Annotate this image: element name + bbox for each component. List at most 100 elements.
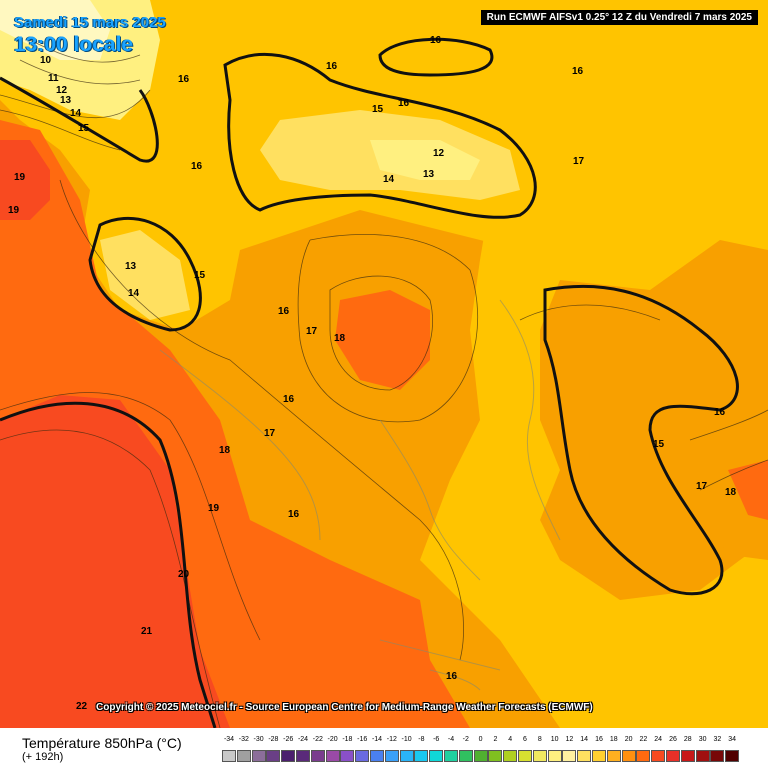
contour-label: 15 (78, 123, 90, 134)
legend-color-swatch (562, 750, 577, 762)
contour-label: 18 (725, 487, 737, 498)
legend-color-swatch (651, 750, 666, 762)
legend-color-swatch (577, 750, 592, 762)
legend-tick-label: 0 (478, 736, 483, 743)
legend-color-swatch (310, 750, 325, 762)
contour-label: 16 (398, 98, 410, 109)
forecast-date: Samedi 15 mars 2025 (14, 14, 166, 31)
contour-label: 16 (288, 509, 300, 520)
legend-tick-label: -30 (253, 736, 264, 743)
central-cold-core (370, 140, 480, 180)
nw-coldest-core (0, 0, 110, 60)
legend-color-swatch (592, 750, 606, 762)
legend-tick-label: -22 (312, 736, 323, 743)
contour-label: 16 (446, 671, 458, 682)
legend-color-swatch (606, 750, 621, 762)
legend-color-swatch (488, 750, 503, 762)
legend-color-swatch (725, 750, 740, 762)
legend-color-swatch (503, 750, 518, 762)
legend-tick-label: 8 (537, 736, 542, 743)
forecast-lead-time: (+ 192h) (22, 751, 64, 763)
legend-color-swatch (444, 750, 458, 762)
legend-tick-label: -4 (447, 736, 455, 743)
contour-label: 17 (573, 156, 585, 167)
legend-color-swatch (429, 750, 444, 762)
legend-tick-label: 10 (550, 736, 559, 743)
legend-tick-label: 26 (669, 736, 677, 743)
legend-tick-label: 12 (565, 736, 574, 743)
thick-contours (0, 37, 739, 728)
legend-tick-label: 34 (728, 736, 737, 743)
legend-color-swatch (458, 750, 473, 762)
legend-color-swatch (414, 750, 429, 762)
contour-label: 11 (48, 73, 59, 84)
legend-tick-label: -6 (433, 736, 440, 743)
contour-label: 20 (178, 569, 190, 580)
legend-tick-label: 32 (713, 736, 722, 743)
contour-label: 15 (194, 270, 206, 281)
contour-label: 16 (191, 161, 203, 172)
contour-label: 14 (383, 174, 395, 185)
legend-tick-label: -10 (401, 736, 412, 743)
legend-color-swatch (355, 750, 370, 762)
legend-tick-label: -26 (283, 736, 294, 743)
contour-label: 13 (125, 261, 137, 272)
legend-tick-label: -28 (268, 736, 279, 743)
legend-color-swatch (236, 750, 251, 762)
legend-tick-label: 28 (683, 736, 692, 743)
legend-tick-label: 20 (624, 736, 633, 743)
east-warm-core (728, 460, 768, 520)
contour-label: 19 (14, 172, 26, 183)
legend-tick-label: -8 (418, 736, 425, 743)
contour-label: 19 (208, 503, 220, 514)
copyright-notice: Copyright © 2025 Meteociel.fr - Source E… (96, 702, 593, 713)
legend-color-swatch (222, 750, 236, 762)
contour-label: 17 (696, 481, 708, 492)
contour-label: 16 (178, 74, 190, 85)
legend-tick-label: -34 (223, 736, 235, 743)
legend-tick-label: 4 (508, 736, 513, 743)
contour-label: 17 (306, 326, 318, 337)
temperature-color-scale: -34 -32 -30 -28 -26 -24 -22 -20 -18 -16 -14 -12 -10-… (222, 736, 746, 764)
legend-color-swatch (296, 750, 310, 762)
legend-color-swatch (281, 750, 296, 762)
contour-label: 16 (430, 35, 442, 46)
legend-color-swatch (370, 750, 384, 762)
contour-label: 12 (56, 85, 68, 96)
contour-label: 17 (264, 428, 276, 439)
contour-label: 16 (326, 61, 338, 72)
contour-label: 22 (76, 701, 88, 712)
legend-title: Température 850hPa (°C) (22, 735, 182, 751)
east-orange-area (690, 410, 768, 560)
contour-label: 15 (653, 439, 665, 450)
sw-hot-area (0, 395, 230, 728)
contour-label: 16 (278, 306, 290, 317)
temperature-map: 10 11 12 13 14 15 16 16 16 19 19 16 15 1… (0, 0, 768, 728)
legend-color-swatch (399, 750, 414, 762)
contour-label: 16 (714, 407, 726, 418)
legend-tick-label: -12 (386, 736, 397, 743)
legend-tick-label: 16 (595, 736, 603, 743)
legend-color-swatch (340, 750, 355, 762)
west-cold-area (100, 230, 190, 320)
central-warm-blob (335, 290, 430, 390)
legend-tick-label: -16 (357, 736, 368, 743)
contour-label: 18 (219, 445, 231, 456)
contour-label: 18 (334, 333, 346, 344)
legend-tick-label: 30 (698, 736, 707, 743)
contour-label: 19 (8, 205, 20, 216)
legend-tick-label: -2 (462, 736, 469, 743)
legend-color-swatch (666, 750, 680, 762)
legend-color-swatch (547, 750, 562, 762)
legend-tick-label: -14 (371, 736, 383, 743)
legend-color-swatch (325, 750, 340, 762)
legend-color-swatch (473, 750, 488, 762)
legend-color-swatch (621, 750, 636, 762)
legend-color-swatch (532, 750, 547, 762)
contour-label: 14 (70, 108, 82, 119)
legend-tick-label: 22 (639, 736, 648, 743)
legend-tick-label: -20 (327, 736, 338, 743)
thin-contours (0, 39, 768, 728)
legend-color-swatch (266, 750, 281, 762)
legend-tick-label: 14 (580, 736, 589, 743)
